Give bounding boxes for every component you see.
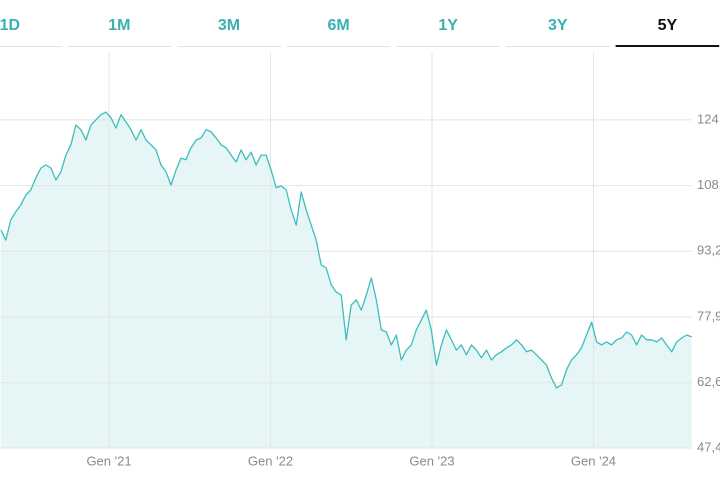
tab-label[interactable]: 1D	[0, 17, 20, 34]
tab-underline	[506, 46, 610, 47]
x-tick-label: Gen '24	[571, 453, 616, 468]
y-tick-label: 93,2	[697, 243, 720, 258]
tab-underline	[0, 46, 62, 47]
tab-label[interactable]: 1M	[108, 17, 130, 34]
tab-underline-selected	[615, 45, 720, 47]
x-tick-label: Gen '23	[409, 453, 454, 468]
tab-label[interactable]: 6M	[327, 17, 349, 34]
tab-underline	[177, 46, 281, 47]
y-tick-label: 77,9	[697, 308, 720, 323]
tab-label[interactable]: 1Y	[438, 17, 458, 34]
tab-underline	[286, 46, 391, 47]
y-tick-label: 47,4	[697, 439, 720, 454]
tab-label[interactable]: 5Y	[658, 17, 678, 34]
tab-label[interactable]: 3M	[218, 17, 240, 34]
tab-underline	[396, 46, 500, 47]
tab-underline	[67, 46, 172, 47]
y-tick-label: 62,6	[697, 374, 720, 389]
price-line	[0, 111, 692, 389]
tab-label[interactable]: 3Y	[548, 17, 568, 34]
y-tick-label: 108	[697, 177, 719, 192]
x-tick-label: Gen '21	[86, 453, 131, 468]
y-tick-label: 124	[697, 111, 719, 126]
x-tick-label: Gen '22	[248, 453, 293, 468]
area-fill	[0, 112, 692, 448]
